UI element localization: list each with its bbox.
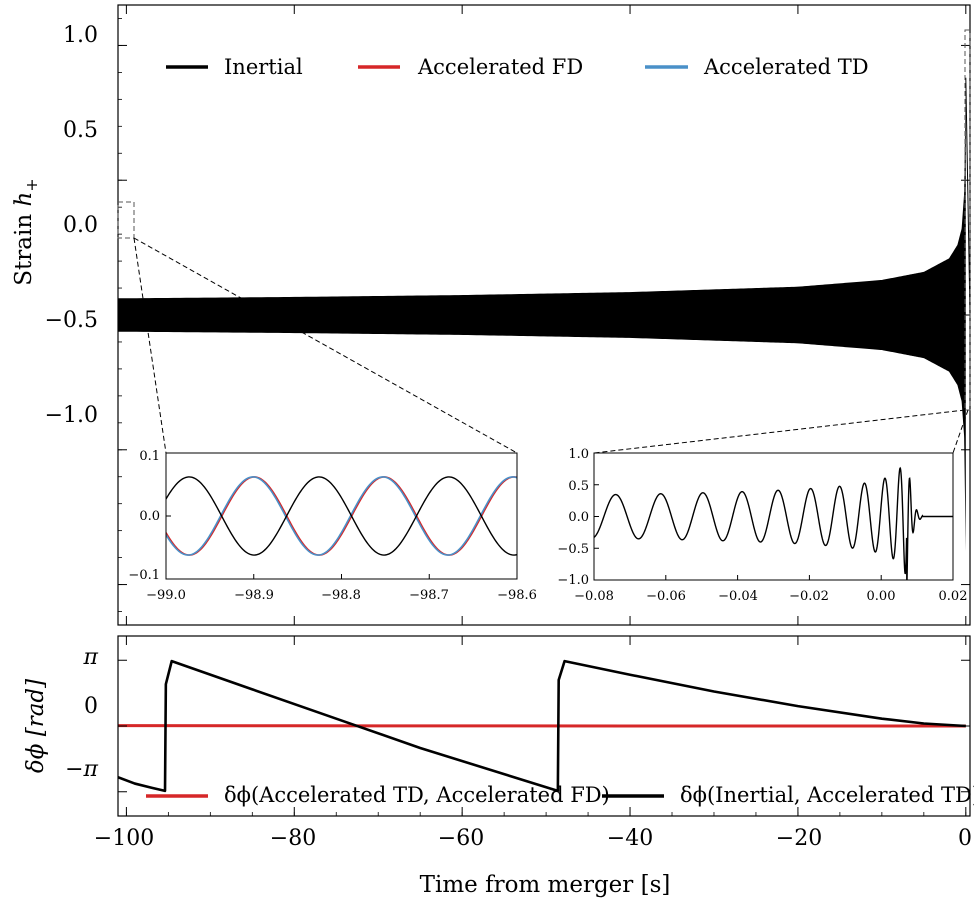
inset-merger-ytick-neg0.5: −0.5: [557, 542, 589, 557]
phase-xtick-label-neg20: −20: [776, 826, 822, 851]
inset-merger-xtick-neg0.04: −0.04: [718, 589, 758, 604]
strain-ringdown: [965, 77, 970, 316]
inset-early-curves: [166, 476, 517, 556]
zoom-box-early: [117, 201, 135, 239]
phase-xtick-label-neg100: −100: [94, 826, 154, 851]
phase-ytick-label-0: 0: [84, 694, 98, 719]
legend-label-inertial-td: δϕ(Inertial, Accelerated TD): [680, 783, 974, 807]
phase-xtick-label-0: 0: [958, 826, 972, 851]
strain-minor-ticks: [118, 5, 967, 625]
strain-ytick-label-0.5: 0.5: [63, 118, 98, 143]
zoom-connector-early-left: [133, 237, 167, 454]
inset-merger: 1.0 0.5 0.0 −0.5 −1.0 −0.08 −0.06 −0.04 …: [557, 447, 967, 604]
strain-ylabel: Strain h+: [11, 178, 41, 285]
legend-label-inertial: Inertial: [224, 55, 303, 79]
strain-ytick-label-0.0: 0.0: [63, 213, 98, 238]
phase-series-1: [118, 659, 966, 793]
inset-merger-curves: [594, 466, 953, 580]
inset-early-ticks: [165, 452, 518, 580]
inset-early-ytick-neg0.1: −0.1: [128, 568, 160, 583]
inset-early-xtick-neg98.7: −98.7: [409, 588, 449, 603]
strain-legend: Inertial Accelerated FD Accelerated TD: [166, 55, 869, 79]
strain-ytick-label-neg0.5: −0.5: [45, 308, 98, 333]
phase-legend: δϕ(Accelerated TD, Accelerated FD) δϕ(In…: [146, 783, 974, 807]
inset-early-accelerated-fd: [166, 476, 517, 556]
strain-panel: 1.0 0.5 0.0 −0.5 −1.0 Strain h+ Inertial…: [11, 4, 971, 626]
phase-xtick-label-neg40: −40: [607, 826, 653, 851]
phase-curves: [118, 659, 966, 793]
inset-merger-ytick-neg1.0: −1.0: [557, 573, 589, 588]
phase-ticks: [118, 636, 970, 816]
inset-merger-ytick-1.0: 1.0: [568, 447, 589, 462]
inset-early-inertial: [166, 476, 517, 556]
legend-label-accelerated-td: Accelerated TD: [703, 55, 869, 79]
inset-merger-xtick-0.02: 0.02: [939, 589, 968, 604]
inset-early-xtick-neg98.6: −98.6: [497, 588, 537, 603]
inset-early-xtick-neg99.0: −99.0: [146, 588, 186, 603]
inset-merger-xtick-neg0.08: −0.08: [574, 589, 614, 604]
phase-ytick-label-pi: π: [83, 645, 99, 670]
inset-early-xtick-neg98.8: −98.8: [321, 588, 361, 603]
inset-merger-ticks: [593, 452, 954, 581]
inset-merger-xtick-0.00: 0.00: [867, 589, 896, 604]
phase-xtick-label-neg80: −80: [270, 826, 316, 851]
strain-envelope: [118, 77, 966, 553]
strain-ylabel-symbol: h: [11, 192, 37, 207]
inset-merger-xtick-neg0.02: −0.02: [789, 589, 829, 604]
phase-xtick-label-neg60: −60: [438, 826, 484, 851]
phase-xlabel: Time from merger [s]: [420, 872, 671, 898]
strain-ylabel-text: Strain: [11, 207, 37, 286]
zoom-connector-merger-left: [593, 409, 966, 454]
inset-early-accelerated-td: [166, 476, 517, 556]
strain-ytick-label-neg1.0: −1.0: [45, 403, 98, 428]
phase-ylabel: δϕ [rad]: [23, 679, 49, 773]
inset-merger-ytick-0.0: 0.0: [568, 510, 589, 525]
zoom-connector-early-right: [133, 237, 518, 454]
inset-early: 0.1 0.0 −0.1 −99.0 −98.9 −98.8 −98.7 −98…: [128, 449, 537, 603]
inset-early-background: [166, 453, 517, 579]
inset-early-xtick-neg98.9: −98.9: [234, 588, 274, 603]
inset-merger-waveform: [594, 466, 953, 580]
inset-merger-xtick-neg0.06: −0.06: [646, 589, 686, 604]
strain-ylabel-subscript: +: [22, 178, 41, 191]
legend-label-td-fd: δϕ(Accelerated TD, Accelerated FD): [224, 783, 610, 807]
inset-early-ytick-0.0: 0.0: [139, 509, 160, 524]
inset-merger-ytick-0.5: 0.5: [568, 479, 589, 494]
phase-ytick-label-neg-pi: −π: [65, 757, 98, 782]
inset-early-ytick-0.1: 0.1: [139, 449, 160, 464]
phase-panel: π 0 −π δϕ [rad] −100 −80 −60 −40 −20 0 T…: [23, 635, 974, 898]
strain-ytick-label-1.0: 1.0: [63, 23, 98, 48]
legend-label-accelerated-fd: Accelerated FD: [417, 55, 583, 79]
strain-envelope-layer: [118, 77, 970, 553]
